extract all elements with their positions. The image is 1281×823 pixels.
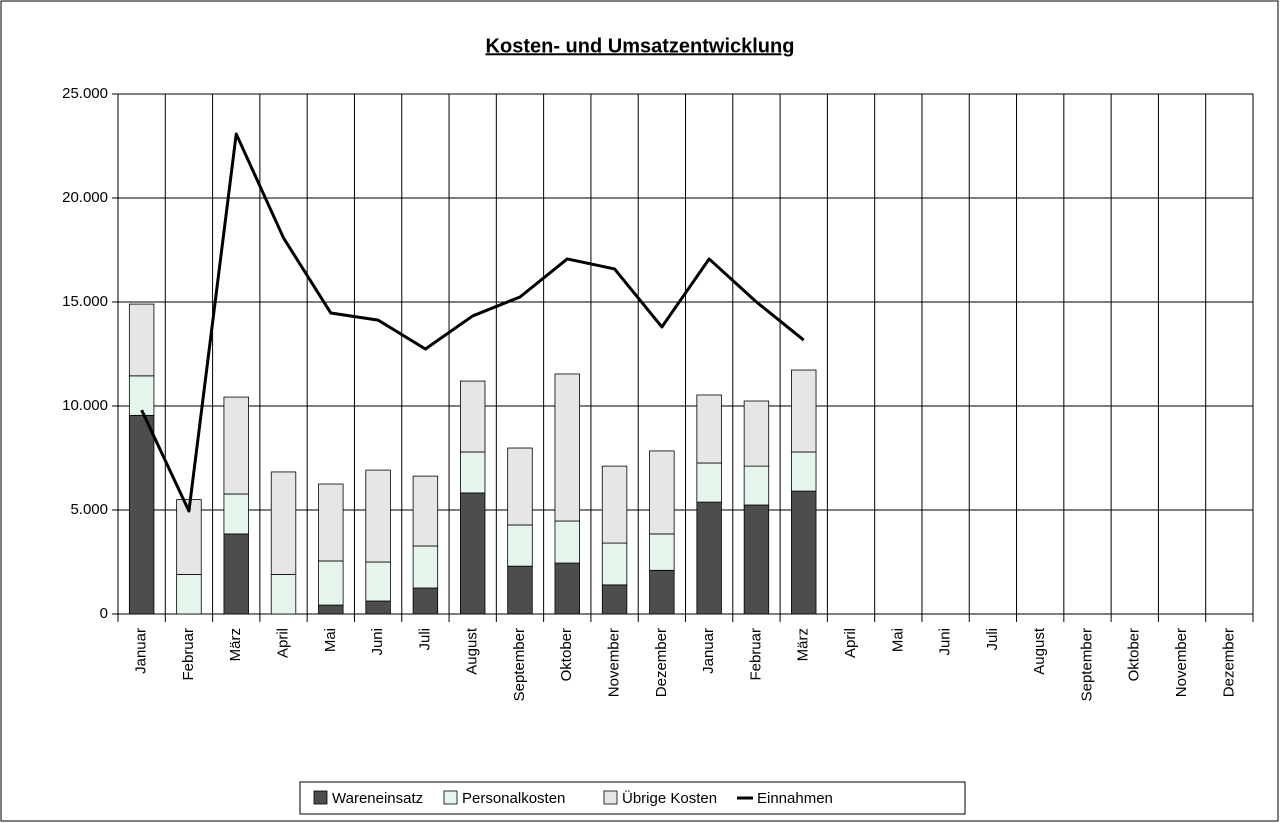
x-tick-label: Oktober bbox=[1126, 628, 1143, 681]
bar-segment bbox=[318, 483, 344, 562]
bar-segment bbox=[318, 604, 344, 615]
bar-segment bbox=[696, 462, 722, 503]
bar-segment bbox=[412, 475, 439, 547]
x-tick-label: März bbox=[227, 628, 244, 661]
bar-segment bbox=[270, 471, 297, 575]
x-tick-label: Oktober bbox=[558, 628, 575, 681]
bar-segment bbox=[554, 373, 580, 522]
bar-segment bbox=[507, 447, 533, 526]
bar-segment bbox=[365, 600, 391, 615]
bar-segment bbox=[128, 414, 155, 615]
bar-segment bbox=[128, 375, 155, 416]
bar-segment bbox=[649, 533, 675, 571]
bar-segment bbox=[554, 520, 580, 564]
bar-segment bbox=[601, 542, 628, 586]
bar-segment bbox=[459, 380, 486, 453]
legend-label: Wareneinsatz bbox=[332, 790, 423, 807]
bar-segment bbox=[223, 493, 249, 535]
bar-segment bbox=[743, 465, 770, 506]
line-series bbox=[140, 132, 805, 513]
bar-segment bbox=[507, 565, 533, 615]
bar-segment bbox=[365, 561, 391, 602]
x-tick-label: März bbox=[795, 628, 812, 661]
x-tick-label: Februar bbox=[747, 628, 764, 681]
legend-swatch bbox=[603, 790, 618, 805]
legend-box bbox=[299, 781, 966, 815]
bar-segment bbox=[223, 396, 249, 495]
x-tick-label: November bbox=[1173, 628, 1190, 697]
x-tick-label: Juli bbox=[416, 628, 433, 651]
legend-swatch bbox=[313, 790, 328, 805]
legend-label: Personalkosten bbox=[462, 790, 565, 807]
y-tick-label: 5.000 bbox=[70, 501, 108, 518]
bar-segment bbox=[270, 574, 297, 615]
bar-segment bbox=[176, 574, 202, 615]
bar-segment bbox=[601, 584, 628, 615]
bar-segment bbox=[507, 524, 533, 567]
legend-label: Übrige Kosten bbox=[622, 789, 717, 807]
x-tick-label: Dezember bbox=[1220, 628, 1237, 697]
y-tick-label: 15.000 bbox=[62, 293, 108, 310]
x-tick-label: Juli bbox=[984, 628, 1001, 651]
x-tick-label: April bbox=[274, 628, 291, 658]
bar-segment bbox=[223, 533, 249, 615]
x-tick-label: September bbox=[1078, 628, 1095, 701]
y-tick-label: 25.000 bbox=[62, 85, 108, 102]
bar-segment bbox=[696, 501, 722, 615]
bar-segment bbox=[365, 469, 391, 563]
bar-segment bbox=[554, 562, 580, 615]
x-tick-label: September bbox=[511, 628, 528, 701]
x-tick-label: Juni bbox=[937, 628, 954, 656]
bar-segment bbox=[412, 587, 439, 615]
x-tick-label: Februar bbox=[180, 628, 197, 681]
bar-segment bbox=[791, 490, 817, 615]
bar-segment bbox=[412, 545, 439, 589]
bar-segment bbox=[459, 492, 486, 615]
x-tick-label: November bbox=[606, 628, 623, 697]
legend-label: Einnahmen bbox=[757, 790, 833, 807]
x-tick-label: Januar bbox=[700, 628, 717, 674]
chart-title: Kosten- und Umsatzentwicklung bbox=[486, 35, 795, 57]
x-tick-label: April bbox=[842, 628, 859, 658]
bar-segment bbox=[696, 394, 722, 464]
x-tick-label: August bbox=[464, 627, 481, 675]
bar-segment bbox=[743, 400, 770, 467]
y-tick-label: 0 bbox=[100, 605, 108, 622]
y-tick-label: 20.000 bbox=[62, 189, 108, 206]
bar-segment bbox=[459, 451, 486, 494]
legend-swatch bbox=[443, 790, 458, 805]
x-tick-label: August bbox=[1031, 627, 1048, 675]
x-tick-label: Januar bbox=[133, 628, 150, 674]
bar-segment bbox=[791, 451, 817, 492]
bar-segment bbox=[743, 504, 770, 615]
x-tick-label: Mai bbox=[322, 628, 339, 652]
x-tick-label: Juni bbox=[369, 628, 386, 656]
bar-segment bbox=[791, 369, 817, 453]
bar-segment bbox=[649, 450, 675, 535]
y-tick-label: 10.000 bbox=[62, 397, 108, 414]
x-tick-label: Mai bbox=[889, 628, 906, 652]
bar-segment bbox=[601, 465, 628, 544]
bar-segment bbox=[128, 303, 155, 377]
bar-segment bbox=[318, 560, 344, 606]
x-tick-label: Dezember bbox=[653, 628, 670, 697]
bar-segment bbox=[649, 569, 675, 615]
